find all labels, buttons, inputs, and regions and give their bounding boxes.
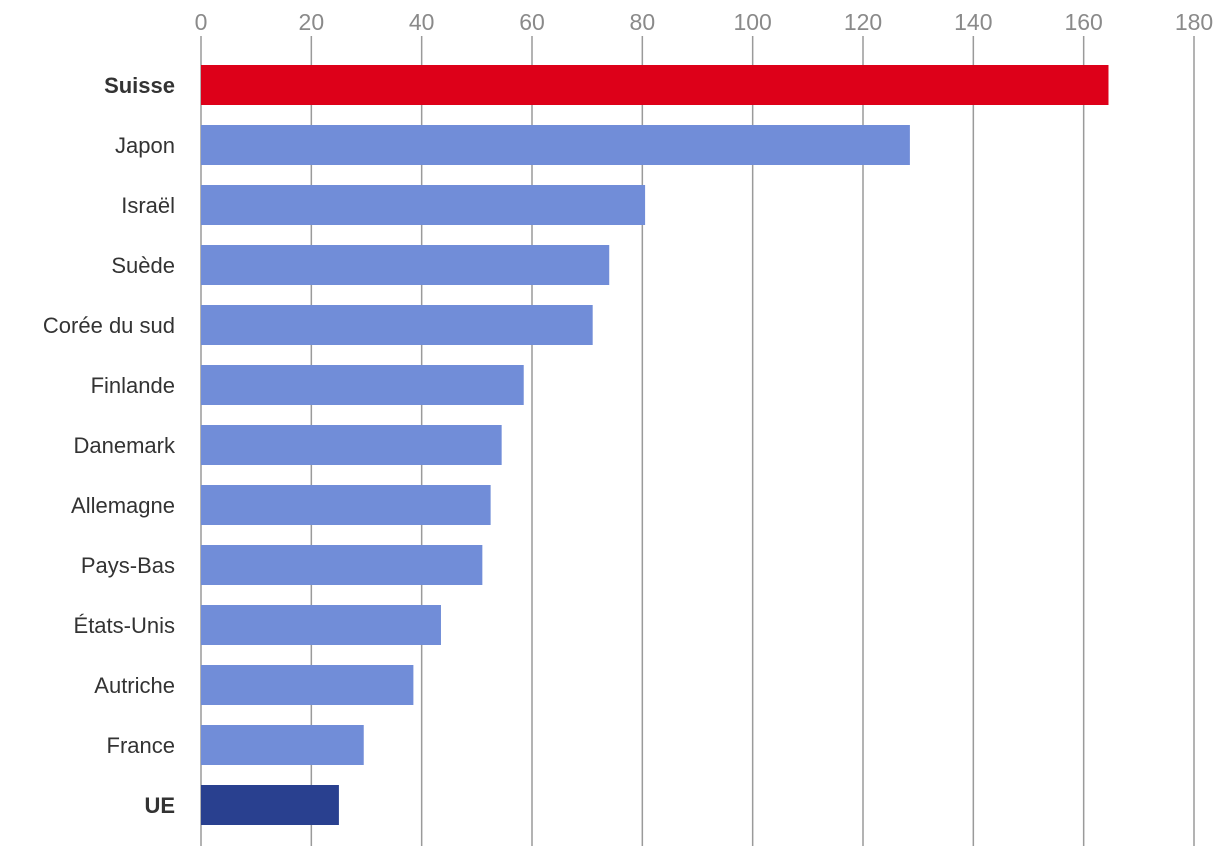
bar--tats-unis <box>201 605 441 645</box>
x-tick-label: 120 <box>844 9 882 35</box>
category-label: Suisse <box>104 73 175 98</box>
gridlines <box>200 36 1195 846</box>
x-tick-label: 80 <box>630 9 656 35</box>
category-label: Israël <box>121 193 175 218</box>
category-label: Autriche <box>94 673 175 698</box>
bar-su-de <box>201 245 610 285</box>
category-label: États-Unis <box>74 613 175 638</box>
category-label: Finlande <box>91 373 175 398</box>
category-label: Danemark <box>74 433 176 458</box>
category-label: Suède <box>111 253 175 278</box>
x-tick-label: 140 <box>954 9 992 35</box>
category-labels: Suisse Japon Israël Suède Corée du sud Finlan… <box>43 73 176 818</box>
bar-pays-bas <box>201 545 483 585</box>
x-tick-label: 160 <box>1064 9 1102 35</box>
bar-suisse <box>201 65 1109 105</box>
bar-allemagne <box>201 485 491 525</box>
bar-danemark <box>201 425 502 465</box>
category-label: Allemagne <box>71 493 175 518</box>
bar-autriche <box>201 665 414 705</box>
bar-isra-l <box>201 185 646 225</box>
bar-ue <box>201 785 339 825</box>
bars <box>201 65 1109 825</box>
x-tick-label: 0 <box>195 9 208 35</box>
bar-cor-e-du-sud <box>201 305 593 345</box>
x-tick-label: 180 <box>1175 9 1213 35</box>
category-label: Corée du sud <box>43 313 175 338</box>
category-label: UE <box>144 793 175 818</box>
bar-japon <box>201 125 910 165</box>
x-tick-label: 20 <box>299 9 325 35</box>
bar-finlande <box>201 365 524 405</box>
x-tick-label: 100 <box>733 9 771 35</box>
category-label: Japon <box>115 133 175 158</box>
category-label: France <box>107 733 175 758</box>
bar-france <box>201 725 364 765</box>
x-tick-label: 60 <box>519 9 545 35</box>
category-label: Pays-Bas <box>81 553 175 578</box>
x-tick-label: 40 <box>409 9 435 35</box>
x-axis-ticks: 0 20 40 60 80 100 120 140 160 180 <box>195 9 1214 35</box>
